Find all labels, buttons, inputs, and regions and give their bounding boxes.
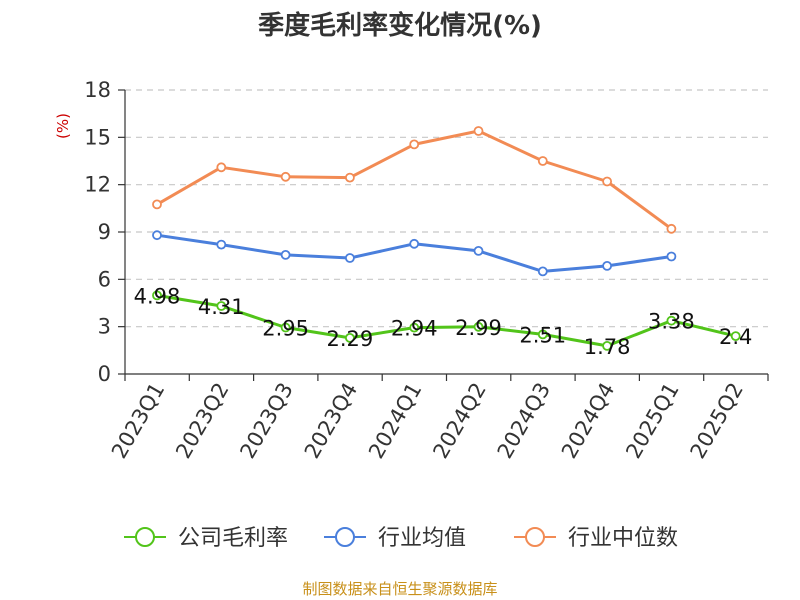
y-tick-label: 15 (84, 125, 111, 149)
legend-marker (135, 527, 155, 547)
data-point (409, 238, 420, 249)
data-label: 3.38 (648, 310, 695, 334)
series-line (155, 293, 738, 348)
x-tick-label: 2025Q2 (686, 379, 748, 463)
y-tick-label: 12 (84, 173, 111, 197)
legend-marker (335, 527, 355, 547)
data-point (602, 260, 612, 271)
legend-label: 公司毛利率 (178, 526, 288, 551)
data-label: 2.99 (455, 316, 502, 340)
data-labels: 4.98 4.31 2.95 2.29 2.94 2.99 2.51 1.78 3.38 2.4 (134, 284, 753, 359)
source-note: 制图数据来自恒生聚源数据库 (302, 580, 497, 598)
data-point (473, 126, 484, 136)
data-point (409, 139, 420, 150)
data-point (344, 253, 355, 263)
data-point (344, 332, 355, 343)
y-axis-label: (%) (54, 113, 72, 139)
data-point (602, 340, 612, 351)
data-point (730, 331, 741, 342)
data-point (280, 322, 291, 333)
data-point (216, 239, 227, 250)
y-tick-label: 18 (84, 78, 111, 102)
data-point (409, 322, 420, 333)
data-label: 2.94 (391, 317, 438, 341)
legend-marker (525, 527, 545, 547)
data-point (344, 172, 355, 183)
data-point (216, 301, 227, 311)
data-point (152, 199, 162, 210)
x-tick-label: 2024Q2 (428, 379, 490, 463)
data-point (537, 266, 548, 277)
data-label: 2.4 (719, 325, 752, 349)
axes: 0 3 6 9 12 15 18 2023Q1 2023Q2 2023Q3 2023Q4 2024Q1… (84, 78, 769, 463)
data-point (216, 162, 227, 173)
x-tick-label: 2024Q3 (493, 379, 555, 463)
data-label: 4.31 (198, 295, 245, 319)
x-tick-label: 2024Q4 (557, 379, 619, 463)
legend-label: 行业均值 (378, 526, 466, 551)
x-tick-label: 2023Q2 (171, 379, 233, 463)
data-label: 4.98 (134, 284, 181, 308)
data-point (666, 223, 677, 234)
data-point (473, 245, 484, 256)
data-point (152, 290, 162, 301)
x-tick-label: 2024Q1 (364, 379, 426, 463)
x-tick-label: 2023Q4 (300, 379, 362, 463)
data-point (666, 315, 677, 326)
data-point (280, 249, 291, 260)
data-point (666, 251, 677, 262)
chart-title: 季度毛利率变化情况(%) (258, 10, 542, 41)
data-point (152, 230, 162, 241)
x-tick-label: 2023Q3 (235, 379, 297, 463)
data-label: 2.29 (327, 327, 374, 351)
x-tick-label: 2023Q1 (107, 379, 169, 463)
data-point (537, 156, 548, 166)
data-point (280, 171, 291, 182)
y-tick-label: 9 (98, 220, 111, 244)
data-point (537, 329, 548, 340)
data-label: 2.51 (519, 323, 566, 347)
x-tick-label: 2025Q1 (621, 379, 683, 463)
y-tick-label: 0 (98, 362, 111, 386)
series-lines (152, 126, 741, 351)
data-label: 2.95 (262, 317, 309, 341)
data-point (602, 176, 612, 187)
data-point (473, 321, 484, 332)
y-tick-label: 6 (98, 267, 111, 291)
y-tick-label: 3 (98, 315, 111, 339)
legend-label: 行业中位数 (568, 526, 678, 551)
grid-lines (125, 89, 768, 328)
data-label: 1.78 (584, 335, 631, 359)
legend: 公司毛利率 行业均值 行业中位数 (124, 526, 678, 551)
